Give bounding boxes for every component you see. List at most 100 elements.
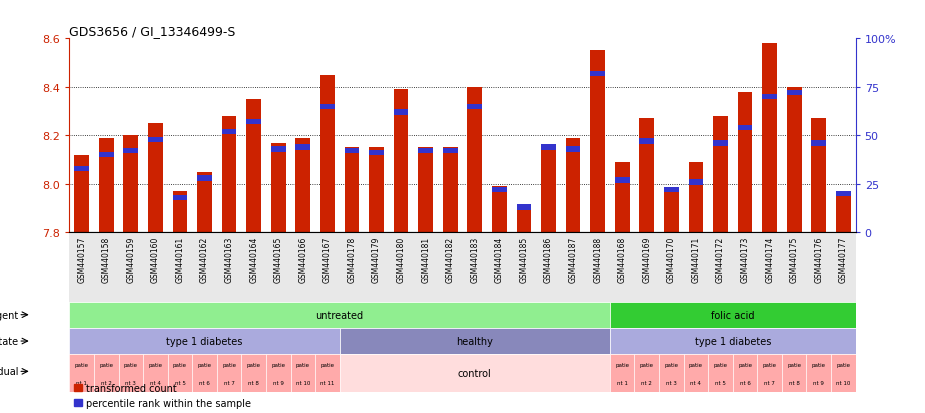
Bar — [615, 178, 630, 183]
Bar — [738, 126, 752, 131]
Bar — [782, 354, 807, 392]
Text: healthy: healthy — [456, 336, 493, 346]
Bar — [369, 151, 384, 156]
Text: patie: patie — [320, 363, 334, 368]
Bar — [197, 176, 212, 181]
Text: GSM440181: GSM440181 — [421, 236, 430, 282]
Text: patie: patie — [664, 363, 678, 368]
Bar — [192, 354, 216, 392]
Text: nt 4: nt 4 — [150, 380, 161, 385]
Text: GSM440184: GSM440184 — [495, 236, 504, 282]
Bar — [615, 163, 630, 233]
Text: GSM440187: GSM440187 — [569, 236, 577, 282]
Bar — [836, 192, 851, 233]
Bar — [418, 148, 433, 233]
Bar — [443, 148, 458, 233]
Text: patie: patie — [148, 363, 163, 368]
Text: GSM440168: GSM440168 — [618, 236, 627, 282]
Bar — [492, 187, 507, 233]
Bar — [566, 138, 581, 233]
Text: GSM440172: GSM440172 — [716, 236, 725, 282]
Text: control: control — [458, 368, 492, 378]
Bar — [639, 139, 654, 145]
Text: type 1 diabetes: type 1 diabetes — [166, 336, 242, 346]
Text: GSM440175: GSM440175 — [790, 236, 798, 282]
Bar — [167, 354, 192, 392]
Bar — [197, 172, 212, 233]
Bar — [831, 354, 856, 392]
Text: type 1 diabetes: type 1 diabetes — [695, 336, 771, 346]
Legend: transformed count, percentile rank within the sample: transformed count, percentile rank withi… — [74, 383, 251, 408]
Text: GSM440161: GSM440161 — [176, 236, 184, 282]
Bar — [811, 119, 826, 233]
Text: patie: patie — [787, 363, 801, 368]
Text: GSM440185: GSM440185 — [520, 236, 528, 282]
Bar — [99, 153, 114, 158]
Text: patie: patie — [738, 363, 752, 368]
Text: nt 8: nt 8 — [248, 380, 259, 385]
Bar — [222, 116, 237, 233]
Bar — [320, 76, 335, 233]
Text: GSM440160: GSM440160 — [151, 236, 160, 282]
Bar — [635, 354, 659, 392]
Bar — [684, 354, 709, 392]
Bar — [467, 88, 482, 233]
Text: GSM440163: GSM440163 — [225, 236, 234, 282]
Bar — [148, 124, 163, 233]
Text: patie: patie — [198, 363, 212, 368]
Text: nt 10: nt 10 — [296, 380, 310, 385]
Bar — [787, 91, 802, 96]
Bar — [709, 354, 733, 392]
Bar — [69, 354, 94, 392]
Text: nt 6: nt 6 — [740, 380, 750, 385]
Bar — [590, 51, 605, 233]
Text: patie: patie — [99, 363, 113, 368]
Text: patie: patie — [296, 363, 310, 368]
Bar — [222, 129, 237, 135]
Text: GSM440158: GSM440158 — [102, 236, 111, 282]
Bar — [811, 141, 826, 146]
Bar — [807, 354, 831, 392]
Text: nt 1: nt 1 — [617, 380, 628, 385]
Bar — [467, 104, 482, 109]
Bar — [688, 163, 703, 233]
Bar — [738, 93, 752, 233]
Bar — [787, 88, 802, 233]
Bar — [216, 354, 241, 392]
Text: GSM440177: GSM440177 — [839, 236, 848, 282]
Bar — [290, 354, 315, 392]
Text: untreated: untreated — [315, 310, 364, 320]
Text: nt 9: nt 9 — [273, 380, 284, 385]
Bar — [173, 192, 187, 233]
Bar — [492, 188, 507, 193]
Bar — [339, 328, 610, 354]
Text: nt 6: nt 6 — [199, 380, 210, 385]
Bar — [394, 110, 409, 115]
Text: nt 2: nt 2 — [101, 380, 112, 385]
Bar — [639, 119, 654, 233]
Text: nt 10: nt 10 — [836, 380, 850, 385]
Bar — [246, 100, 261, 233]
Bar — [271, 147, 286, 152]
Text: GSM440182: GSM440182 — [446, 236, 455, 282]
Text: disease state: disease state — [0, 336, 18, 346]
Text: GSM440180: GSM440180 — [397, 236, 405, 282]
Bar — [762, 95, 777, 100]
Bar — [69, 328, 339, 354]
Text: patie: patie — [75, 363, 89, 368]
Bar — [143, 354, 167, 392]
Text: nt 5: nt 5 — [175, 380, 185, 385]
Bar — [610, 302, 856, 328]
Bar — [118, 354, 143, 392]
Text: GSM440162: GSM440162 — [200, 236, 209, 282]
Bar — [418, 149, 433, 154]
Text: folic acid: folic acid — [711, 310, 755, 320]
Bar — [762, 44, 777, 233]
Bar — [836, 191, 851, 197]
Bar — [590, 71, 605, 77]
Text: patie: patie — [812, 363, 826, 368]
Text: patie: patie — [762, 363, 777, 368]
Bar — [295, 138, 310, 233]
Bar — [94, 354, 118, 392]
Text: GSM440170: GSM440170 — [667, 236, 676, 282]
